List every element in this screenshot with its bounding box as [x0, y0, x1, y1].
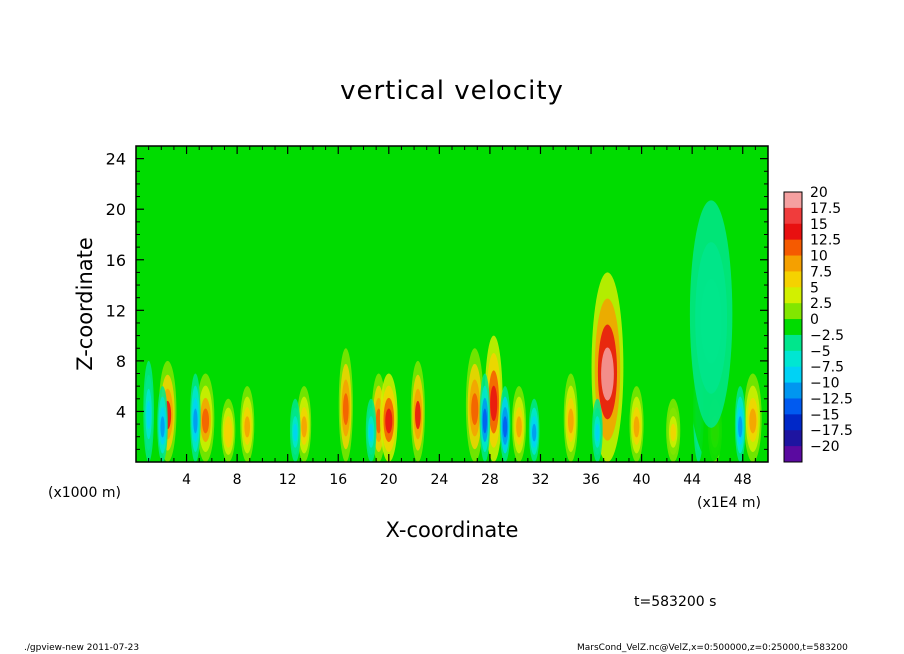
field-feature-24-layer-3 [502, 416, 508, 438]
field-feature-4-layer-3 [301, 416, 307, 438]
field-feature-13-layer-3 [601, 347, 614, 401]
colorbar-swatch-9 [784, 334, 802, 352]
field-feature-11-layer-3 [516, 416, 522, 438]
time-label: t=583200 s [634, 594, 717, 610]
x-tick-label-10: 44 [683, 472, 701, 488]
colorbar-swatch-2 [784, 223, 802, 241]
field-feature-14-layer-3 [633, 416, 640, 438]
colorbar-label-9: −2.5 [810, 328, 844, 344]
footer-right: MarsCond_VelZ.nc@VelZ,x=0:500000,z=0:250… [577, 643, 848, 653]
colorbar-label-16: −20 [810, 439, 840, 455]
colorbar-swatch-15 [784, 430, 802, 447]
field-feature-23-layer-3 [482, 408, 487, 434]
field-feature-15-layer-3 [670, 423, 677, 442]
x-tick-label-4: 20 [380, 472, 398, 488]
field-feature-22-layer-3 [368, 423, 374, 442]
x-tick-label-7: 32 [532, 472, 550, 488]
colorbar-swatch-6 [784, 287, 802, 304]
y-tick-label-3: 16 [106, 251, 126, 270]
y-tick-label-0: 4 [116, 402, 126, 421]
y-axis-label: Z-coordinate [73, 237, 97, 371]
colorbar-label-15: −17.5 [810, 423, 853, 439]
x-tick-label-9: 40 [633, 472, 651, 488]
colorbar-swatch-10 [784, 350, 802, 368]
colorbar-swatch-3 [784, 239, 802, 257]
field-feature-3-layer-3 [244, 416, 251, 438]
colorbar-label-1: 17.5 [810, 201, 841, 217]
x-tick-label-0: 4 [182, 472, 191, 488]
colorbar-label-13: −12.5 [810, 391, 853, 407]
x-tick-label-1: 8 [233, 472, 242, 488]
colorbar-swatch-7 [784, 303, 802, 320]
colorbar-label-5: 7.5 [810, 264, 832, 280]
field-feature-25-layer-3 [532, 423, 537, 442]
colorbar-label-0: 20 [810, 185, 828, 201]
colorbar-label-6: 5 [810, 280, 819, 296]
x-tick-label-3: 16 [329, 472, 347, 488]
colorbar-swatch-0 [784, 192, 802, 209]
colorbar-label-3: 12.5 [810, 233, 841, 249]
chart-title: vertical velocity [340, 76, 564, 106]
field-feature-5-layer-3 [342, 393, 349, 426]
y-tick-label-2: 12 [106, 301, 126, 320]
colorbar-swatch-4 [784, 255, 802, 272]
colorbar-label-7: 2.5 [810, 296, 832, 312]
x-tick-label-6: 28 [481, 472, 499, 488]
colorbar-swatch-1 [784, 207, 802, 225]
colorbar-label-11: −7.5 [810, 360, 844, 376]
colorbar-swatch-8 [784, 319, 802, 336]
colorbar-frame [783, 191, 803, 463]
colorbar-label-2: 15 [810, 217, 828, 233]
field-feature-10-layer-3 [490, 385, 498, 422]
x-tick-label-5: 24 [430, 472, 448, 488]
field-feature-18-layer-3 [146, 400, 151, 430]
field-feature-17-layer-3 [749, 408, 757, 434]
colorbar-swatch-13 [784, 398, 802, 415]
x-unit-left: (x1000 m) [48, 485, 121, 501]
field-feature-7-layer-3 [385, 408, 393, 434]
field-feature-26-layer-3 [595, 423, 600, 442]
x-tick-label-11: 48 [734, 472, 752, 488]
colorbar-swatch-12 [784, 382, 802, 399]
x-tick-label-8: 36 [582, 472, 600, 488]
y-tick-label-4: 20 [106, 200, 126, 219]
field-feature-2-layer-3 [225, 423, 232, 442]
field-feature-21-layer-3 [293, 423, 298, 442]
field-feature-28-layer-3 [738, 416, 743, 438]
field-feature-1-layer-3 [201, 408, 210, 434]
colorbar-label-12: −10 [810, 376, 840, 392]
colorbar-label-14: −15 [810, 407, 840, 423]
y-tick-label-5: 24 [106, 150, 126, 169]
colorbar-label-4: 10 [810, 249, 828, 265]
field-feature-19-layer-3 [160, 416, 165, 438]
x-unit-right: (x1E4 m) [697, 495, 761, 511]
field-feature-29-layer-3 [700, 278, 722, 364]
field-feature-9-layer-3 [471, 393, 479, 426]
colorbar-swatch-14 [784, 414, 802, 431]
colorbar-swatch-16 [784, 446, 802, 463]
y-tick-label-1: 8 [116, 352, 126, 371]
colorbar-label-8: 0 [810, 312, 819, 328]
x-tick-label-2: 12 [279, 472, 297, 488]
x-axis-label: X-coordinate [386, 518, 519, 542]
field-feature-8-layer-3 [415, 400, 421, 430]
field-feature-20-layer-3 [193, 408, 198, 434]
colorbar-label-10: −5 [810, 344, 831, 360]
colorbar-swatch-5 [784, 271, 802, 288]
colorbar-swatch-11 [784, 366, 802, 384]
footer-left: ./gpview-new 2011-07-23 [24, 643, 140, 653]
field-feature-12-layer-3 [567, 408, 574, 434]
